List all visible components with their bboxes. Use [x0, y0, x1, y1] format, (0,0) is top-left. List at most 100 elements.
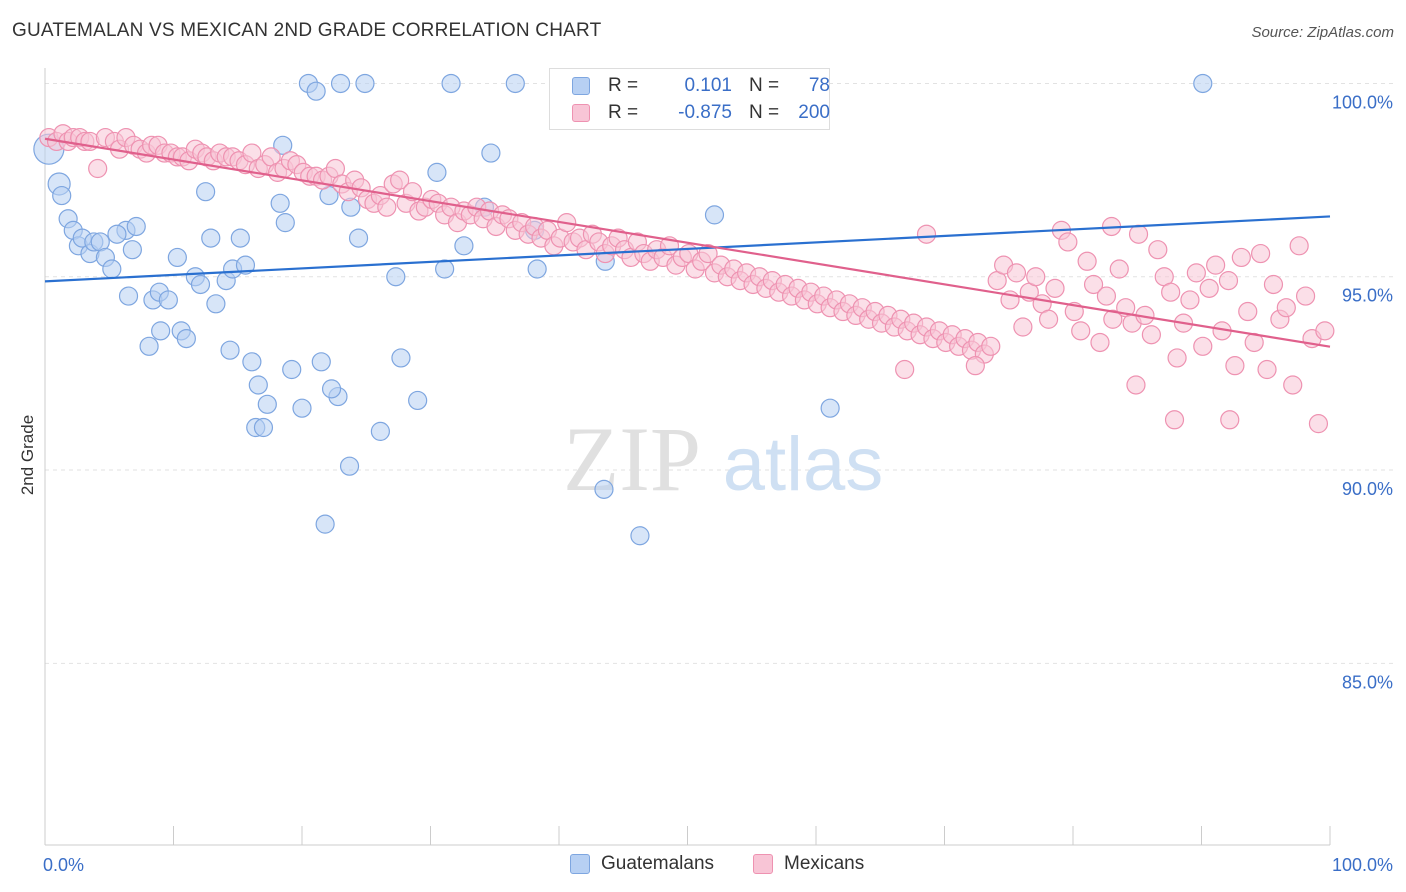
blue-swatch	[572, 77, 590, 95]
data-point	[1257, 359, 1277, 380]
data-point	[321, 379, 342, 399]
blue-swatch	[570, 854, 590, 874]
source-label: Source: ZipAtlas.com	[1251, 24, 1394, 41]
data-point	[348, 228, 369, 248]
data-point	[102, 259, 122, 279]
data-point	[1006, 263, 1027, 283]
data-point	[339, 456, 360, 476]
data-point	[1231, 247, 1251, 268]
data-point	[441, 73, 461, 94]
data-point	[1225, 356, 1245, 376]
data-point	[1096, 286, 1117, 306]
data-point	[176, 328, 196, 349]
n-value: 78	[808, 75, 830, 96]
watermark: ZIP atlas	[563, 408, 883, 510]
data-point	[1283, 375, 1303, 395]
data-point	[1238, 301, 1258, 322]
data-point	[275, 213, 295, 233]
data-point	[1186, 263, 1206, 283]
data-point	[1013, 317, 1033, 337]
data-point	[1206, 255, 1226, 275]
data-point	[273, 135, 293, 155]
pink-swatch	[572, 104, 590, 122]
data-point	[355, 73, 375, 94]
x-tick-label: 100.0%	[1332, 855, 1393, 875]
data-point	[201, 228, 221, 248]
data-point	[1077, 251, 1097, 271]
data-point	[235, 255, 256, 275]
data-point	[1083, 274, 1104, 295]
data-point	[435, 259, 455, 279]
data-point	[190, 274, 211, 295]
data-point	[257, 394, 277, 414]
data-point	[1193, 336, 1213, 356]
data-point	[1289, 236, 1309, 256]
data-point	[981, 336, 1001, 356]
data-point	[122, 240, 142, 260]
data-point	[311, 352, 331, 372]
tick-labels: 100.0% 95.0% 90.0% 85.0% 0.0% 100.0%	[43, 92, 1393, 875]
y-tick-label: 90.0%	[1342, 479, 1393, 499]
data-point	[1126, 375, 1146, 395]
n-value: 200	[798, 102, 830, 123]
data-point	[1090, 332, 1110, 353]
y-tick-label: 95.0%	[1342, 286, 1393, 306]
data-point	[1164, 410, 1185, 430]
data-point	[1141, 325, 1161, 345]
data-point	[505, 73, 525, 94]
data-point	[527, 259, 547, 279]
y-tick-label: 100.0%	[1332, 92, 1393, 112]
legend-label: Guatemalans	[601, 853, 715, 874]
r-label: R =	[608, 102, 639, 123]
data-point	[270, 193, 290, 213]
r-label: R =	[608, 75, 639, 96]
data-point	[1199, 278, 1219, 298]
data-point	[1026, 267, 1046, 287]
data-point	[220, 340, 240, 360]
data-point	[916, 224, 937, 244]
data-point	[107, 224, 127, 244]
data-point	[408, 390, 428, 411]
data-point	[1148, 240, 1168, 260]
data-point	[820, 398, 840, 418]
data-point	[196, 182, 216, 202]
r-value: 0.101	[684, 75, 732, 96]
data-point	[88, 158, 108, 179]
data-point	[315, 514, 335, 534]
data-point	[167, 247, 187, 268]
data-point	[1071, 321, 1091, 341]
pink-swatch	[753, 854, 773, 874]
data-point	[282, 359, 302, 380]
data-point	[1058, 232, 1078, 252]
data-point	[248, 375, 268, 395]
data-point	[1109, 259, 1129, 279]
data-point	[1315, 321, 1335, 341]
data-point	[630, 526, 650, 546]
data-point	[386, 267, 406, 287]
data-point	[126, 216, 146, 237]
data-point	[895, 359, 915, 380]
data-point	[139, 336, 159, 356]
trend-line	[44, 215, 1331, 283]
trend-line	[44, 137, 1331, 348]
data-point	[206, 294, 226, 314]
chart-title: GUATEMALAN VS MEXICAN 2ND GRADE CORRELAT…	[12, 20, 602, 41]
data-point	[1128, 224, 1149, 244]
n-label: N =	[749, 102, 780, 123]
data-point	[1251, 243, 1271, 264]
data-point	[242, 352, 262, 372]
watermark-zip: ZIP	[563, 408, 701, 510]
data-point	[1263, 274, 1284, 295]
data-point	[377, 197, 397, 217]
data-point	[1276, 298, 1296, 318]
data-point	[1180, 290, 1200, 310]
data-point	[1193, 73, 1213, 94]
data-point	[118, 286, 139, 306]
data-point	[454, 236, 474, 256]
data-point	[594, 479, 614, 499]
data-point	[1295, 286, 1316, 306]
data-point	[292, 398, 312, 418]
data-point	[1167, 348, 1187, 368]
data-point	[253, 417, 274, 438]
